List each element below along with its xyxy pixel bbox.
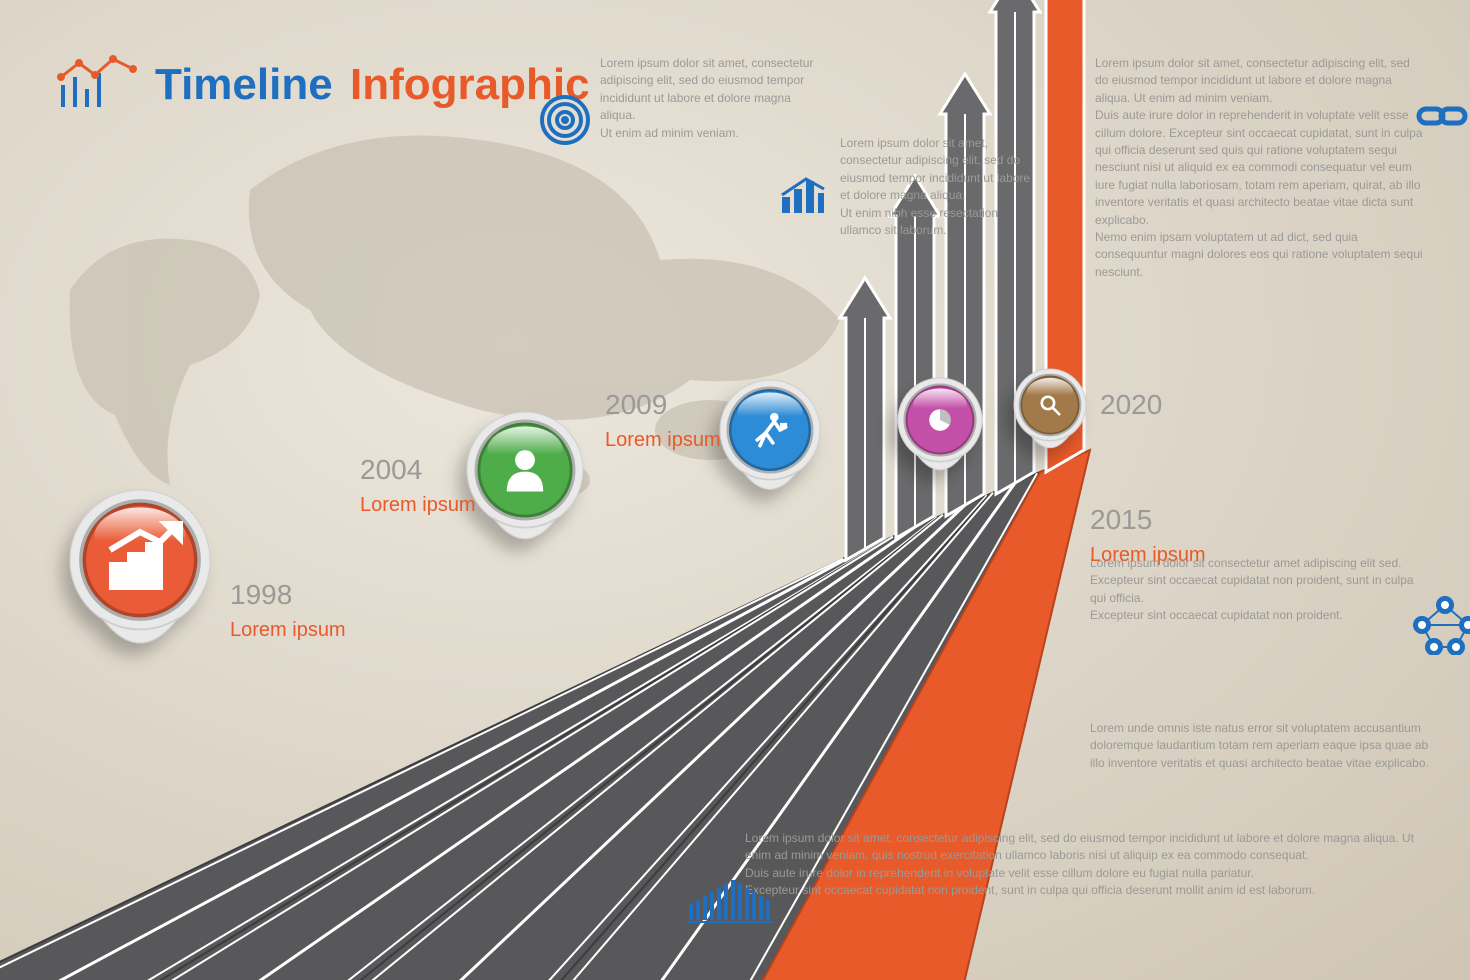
pie-chart-icon (929, 409, 951, 431)
year-label: 1998 (230, 575, 346, 616)
block-right-low: Lorem unde omnis iste natus error sit vo… (1090, 720, 1430, 772)
milestone-2020: 2020 (1100, 385, 1162, 426)
paragraph: Lorem ipsum dolor sit amet, consectetur … (1095, 55, 1425, 281)
milestone-2004: 2004Lorem ipsum (360, 450, 476, 520)
year-subtitle: Lorem ipsum (360, 491, 476, 520)
block-top-left: Lorem ipsum dolor sit amet, consectetur … (600, 55, 820, 142)
year-label: 2004 (360, 450, 476, 491)
milestone-2009: 2009Lorem ipsum (605, 385, 721, 455)
paragraph: Lorem unde omnis iste natus error sit vo… (1090, 720, 1430, 772)
year-subtitle: Lorem ipsum (605, 426, 721, 455)
year-label: 2015 (1090, 500, 1206, 541)
block-right-mid: Lorem ipsum dolor sit consectetur amet a… (1090, 555, 1420, 625)
block-bottom: Lorem ipsum dolor sit amet, consectetur … (745, 830, 1435, 900)
infographic-stage: Timeline Infographic 1998Lorem ipsum2004… (0, 0, 1470, 980)
paragraph: Lorem ipsum dolor sit amet, consectetur … (600, 55, 820, 142)
paragraph: Lorem ipsum dolor sit amet, consectetur … (745, 830, 1435, 900)
paragraph: Lorem ipsum dolor sit amet, consectetur … (840, 135, 1040, 239)
year-subtitle: Lorem ipsum (230, 616, 346, 645)
block-top-right: Lorem ipsum dolor sit amet, consectetur … (1095, 55, 1425, 281)
year-label: 2020 (1100, 385, 1162, 426)
title-word-1: Timeline (155, 60, 333, 110)
milestone-1998: 1998Lorem ipsum (230, 575, 346, 645)
block-top-mid: Lorem ipsum dolor sit amet, consectetur … (840, 135, 1040, 239)
paragraph: Lorem ipsum dolor sit consectetur amet a… (1090, 555, 1420, 625)
year-label: 2009 (605, 385, 721, 426)
